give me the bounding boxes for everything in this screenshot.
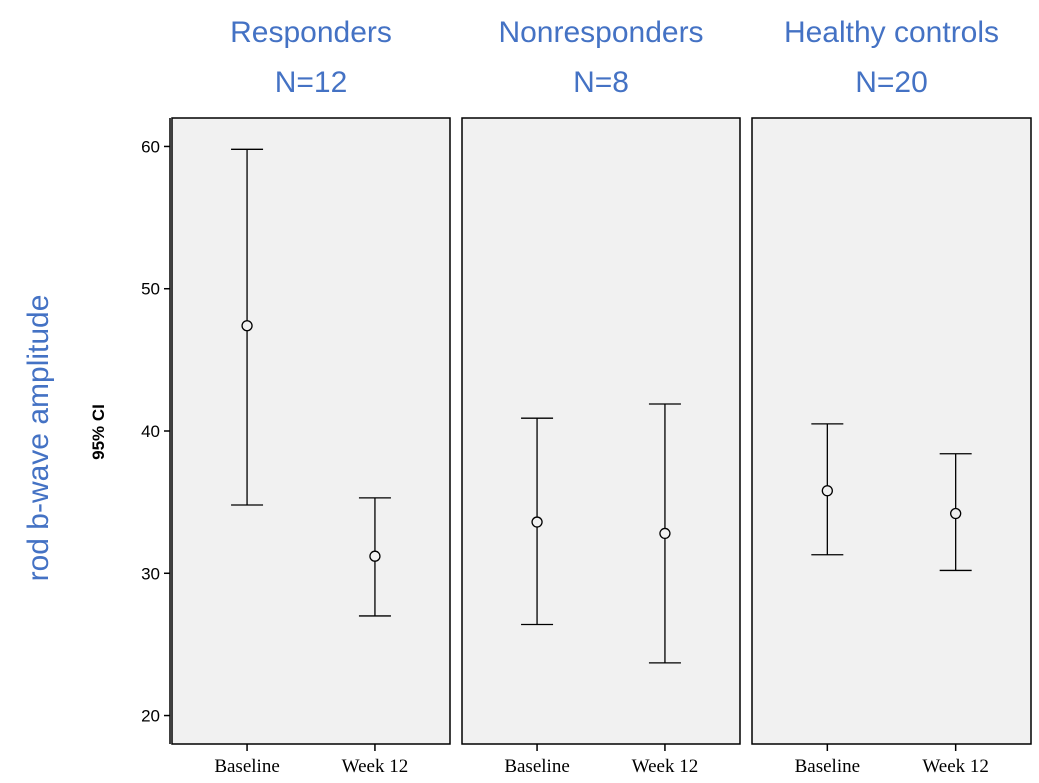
x-tick-label: Week 12 (342, 756, 409, 777)
x-tick-label: Baseline (214, 756, 279, 777)
x-tick-label: Baseline (504, 756, 569, 777)
facet-panel (751, 117, 1032, 745)
y-tick-label: 40 (141, 422, 160, 441)
mean-point (659, 527, 671, 540)
facet-panel (171, 117, 451, 745)
x-tick-label: Week 12 (922, 756, 989, 777)
y-axis-label: 95% CI (89, 404, 108, 460)
facet-panel (461, 117, 741, 745)
y-axis-title: rod b-wave amplitude (22, 295, 55, 582)
facet-n-label: N=8 (573, 66, 629, 99)
mean-point (821, 485, 833, 497)
y-tick-label: 50 (141, 280, 160, 299)
facet-title: Nonresponders (498, 16, 703, 49)
mean-point (241, 320, 253, 332)
facet-title: Healthy controls (784, 16, 999, 49)
chart-marks: 20 30 40 50 60 Responders N=12 Baseline Week 12 N… (141, 16, 1032, 777)
mean-point (531, 516, 543, 528)
facet-title: Responders (230, 16, 392, 49)
mean-point (369, 550, 381, 562)
y-tick-label: 30 (141, 564, 160, 583)
facet-n-label: N=12 (275, 66, 348, 99)
x-tick-label: Baseline (795, 756, 860, 777)
mean-point (950, 507, 962, 520)
x-tick-label: Week 12 (632, 756, 699, 777)
y-tick-label: 60 (141, 137, 160, 156)
facet-n-label: N=20 (855, 66, 928, 99)
y-tick-label: 20 (141, 707, 160, 726)
